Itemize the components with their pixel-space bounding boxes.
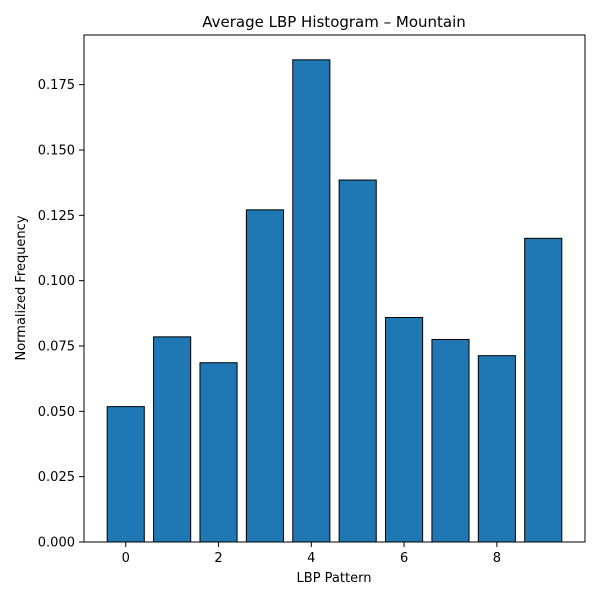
x-tick-label: 6 bbox=[400, 551, 408, 566]
bar-pattern-7 bbox=[431, 338, 470, 543]
y-tick-label: 0.175 bbox=[38, 78, 75, 93]
y-axis-ticks: 0.000 0.025 0.050 0.075 0.100 0.125 0.150 0.175 bbox=[38, 78, 84, 551]
x-axis-label: LBP Pattern bbox=[297, 571, 372, 586]
bar-pattern-9 bbox=[524, 237, 563, 543]
x-tick-label: 8 bbox=[493, 551, 501, 566]
x-axis-ticks: 0 2 4 6 8 bbox=[122, 542, 501, 566]
y-tick-label: 0.025 bbox=[38, 470, 75, 485]
y-tick-label: 0.125 bbox=[38, 209, 75, 224]
bar-pattern-1 bbox=[153, 336, 192, 543]
y-tick-label: 0.075 bbox=[38, 339, 75, 354]
y-tick-label: 0.150 bbox=[38, 143, 75, 158]
plot-frame bbox=[83, 34, 586, 543]
bar-pattern-0 bbox=[106, 406, 145, 543]
y-tick-label: 0.100 bbox=[38, 274, 75, 289]
x-tick-label: 0 bbox=[122, 551, 130, 566]
y-tick-label: 0.000 bbox=[38, 536, 75, 551]
chart-title: Average LBP Histogram – Mountain bbox=[202, 13, 466, 31]
x-tick-label: 4 bbox=[307, 551, 315, 566]
bar-pattern-5 bbox=[338, 179, 377, 543]
bar-pattern-8 bbox=[477, 355, 516, 543]
x-tick-label: 2 bbox=[214, 551, 222, 566]
y-axis-label: Normalized Frequency bbox=[14, 215, 29, 360]
bar-pattern-3 bbox=[245, 209, 284, 543]
bar-pattern-2 bbox=[199, 362, 238, 543]
bar-pattern-4 bbox=[292, 59, 331, 543]
bars-layer bbox=[106, 59, 563, 543]
bar-pattern-6 bbox=[385, 317, 424, 543]
y-tick-label: 0.050 bbox=[38, 405, 75, 420]
